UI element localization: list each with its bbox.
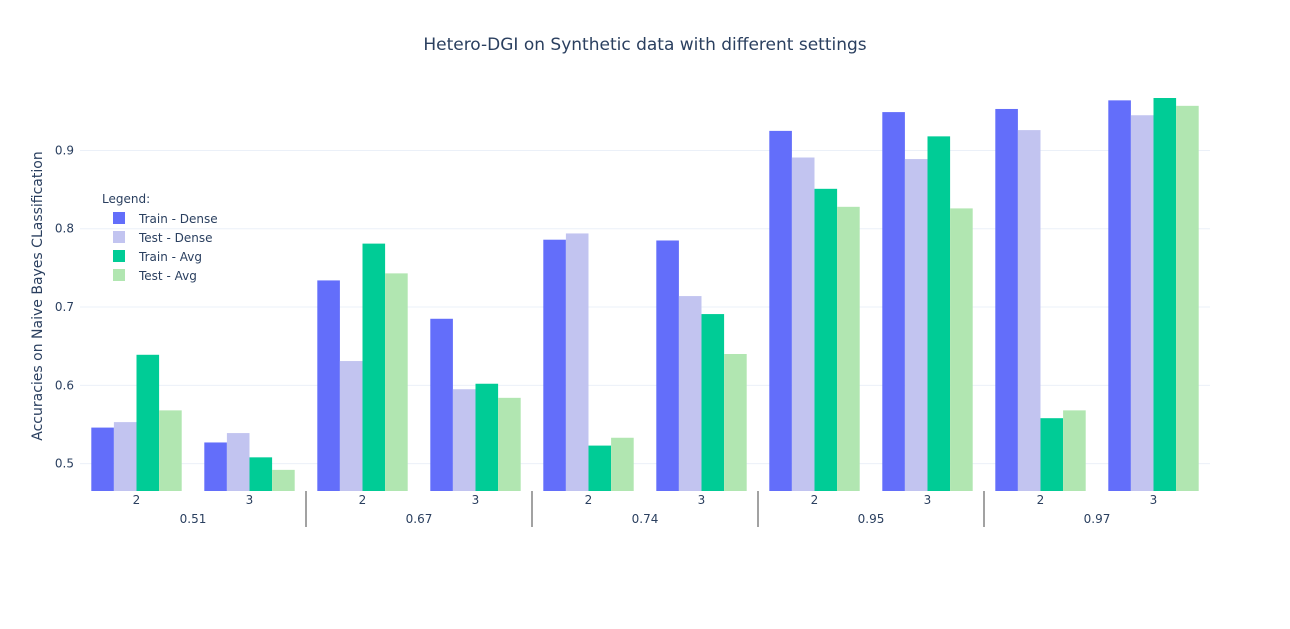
bar-test-dense-2[interactable] <box>339 361 363 491</box>
bar-test-avg-9[interactable] <box>1176 105 1199 491</box>
x-tick-label: 3 <box>472 493 480 507</box>
bar-train-dense-5[interactable] <box>656 240 679 491</box>
x-tick-label: 3 <box>1150 493 1158 507</box>
bar-test-avg-2[interactable] <box>385 273 408 491</box>
x-group-label: 0.97 <box>1084 512 1111 526</box>
bar-train-dense-4[interactable] <box>543 239 566 491</box>
bar-train-avg-6[interactable] <box>814 188 838 491</box>
bar-train-avg-0[interactable] <box>136 354 160 491</box>
legend-swatch[interactable] <box>113 212 125 224</box>
bar-train-dense-0[interactable] <box>91 427 114 491</box>
x-tick-label: 3 <box>246 493 254 507</box>
bar-test-avg-8[interactable] <box>1063 410 1086 491</box>
legend-swatch[interactable] <box>113 269 125 281</box>
bar-train-avg-7[interactable] <box>927 136 951 491</box>
x-tick-label: 2 <box>811 493 819 507</box>
x-tick-label: 3 <box>698 493 706 507</box>
legend-label[interactable]: Train - Dense <box>138 212 218 226</box>
y-axis-ticks: 0.5 0.6 0.7 0.8 0.9 <box>55 143 74 470</box>
x-group-label: 0.67 <box>406 512 433 526</box>
y-tick-label: 0.7 <box>55 300 74 314</box>
x-tick-label: 2 <box>359 493 367 507</box>
legend-label[interactable]: Train - Avg <box>138 250 202 264</box>
bar-test-avg-7[interactable] <box>950 208 973 492</box>
legend-title: Legend: <box>102 192 150 206</box>
y-axis-title: Accuracies on Naive Bayes CLassification <box>30 151 46 440</box>
bar-test-dense-1[interactable] <box>226 433 250 491</box>
legend-label[interactable]: Test - Dense <box>138 231 212 245</box>
legend[interactable]: Legend: Train - Dense Test - Dense Train - … <box>102 192 218 283</box>
legend-label[interactable]: Test - Avg <box>138 269 197 283</box>
y-tick-label: 0.9 <box>55 143 74 157</box>
bar-test-dense-4[interactable] <box>565 233 589 491</box>
bar-train-avg-1[interactable] <box>249 457 273 491</box>
bar-train-avg-8[interactable] <box>1040 418 1064 491</box>
bar-test-avg-5[interactable] <box>724 354 747 491</box>
bar-train-dense-2[interactable] <box>317 280 340 491</box>
bar-train-dense-6[interactable] <box>769 130 792 491</box>
bar-train-avg-3[interactable] <box>475 383 499 491</box>
bar-train-dense-3[interactable] <box>430 318 453 491</box>
x-tick-label: 2 <box>585 493 593 507</box>
x-tick-label: 3 <box>924 493 932 507</box>
bar-test-dense-5[interactable] <box>678 296 702 491</box>
bar-train-dense-7[interactable] <box>882 112 905 492</box>
bar-train-dense-8[interactable] <box>995 108 1018 492</box>
bar-test-dense-9[interactable] <box>1130 115 1154 491</box>
bar-train-dense-1[interactable] <box>204 442 227 491</box>
y-tick-label: 0.5 <box>55 457 74 471</box>
bar-test-avg-1[interactable] <box>272 469 295 491</box>
x-group-label: 0.74 <box>632 512 659 526</box>
x-axis-ticks: 2 3 2 3 2 3 2 3 2 3 0.51 0.67 0.74 0.95 0.97 <box>133 491 1158 527</box>
bar-test-dense-8[interactable] <box>1017 130 1041 492</box>
legend-swatch[interactable] <box>113 250 125 262</box>
bars <box>91 98 1199 492</box>
x-group-label: 0.51 <box>180 512 207 526</box>
bar-test-avg-4[interactable] <box>611 437 634 491</box>
chart-title: Hetero-DGI on Synthetic data with differ… <box>423 35 866 55</box>
x-group-label: 0.95 <box>858 512 885 526</box>
legend-swatch[interactable] <box>113 231 125 243</box>
y-tick-label: 0.6 <box>55 378 74 392</box>
bar-test-avg-6[interactable] <box>837 206 860 491</box>
bar-test-dense-6[interactable] <box>791 157 815 491</box>
x-tick-label: 2 <box>133 493 141 507</box>
bar-train-dense-9[interactable] <box>1108 100 1131 492</box>
bar-test-dense-7[interactable] <box>904 159 928 491</box>
y-tick-label: 0.8 <box>55 222 74 236</box>
bar-train-avg-2[interactable] <box>362 243 386 491</box>
bar-test-avg-3[interactable] <box>498 397 521 491</box>
bar-test-avg-0[interactable] <box>159 410 182 491</box>
bar-test-dense-0[interactable] <box>113 422 137 491</box>
bar-test-dense-3[interactable] <box>452 389 476 491</box>
bar-train-avg-4[interactable] <box>588 445 612 491</box>
bar-train-avg-9[interactable] <box>1153 98 1177 492</box>
bar-train-avg-5[interactable] <box>701 314 725 491</box>
x-tick-label: 2 <box>1037 493 1045 507</box>
